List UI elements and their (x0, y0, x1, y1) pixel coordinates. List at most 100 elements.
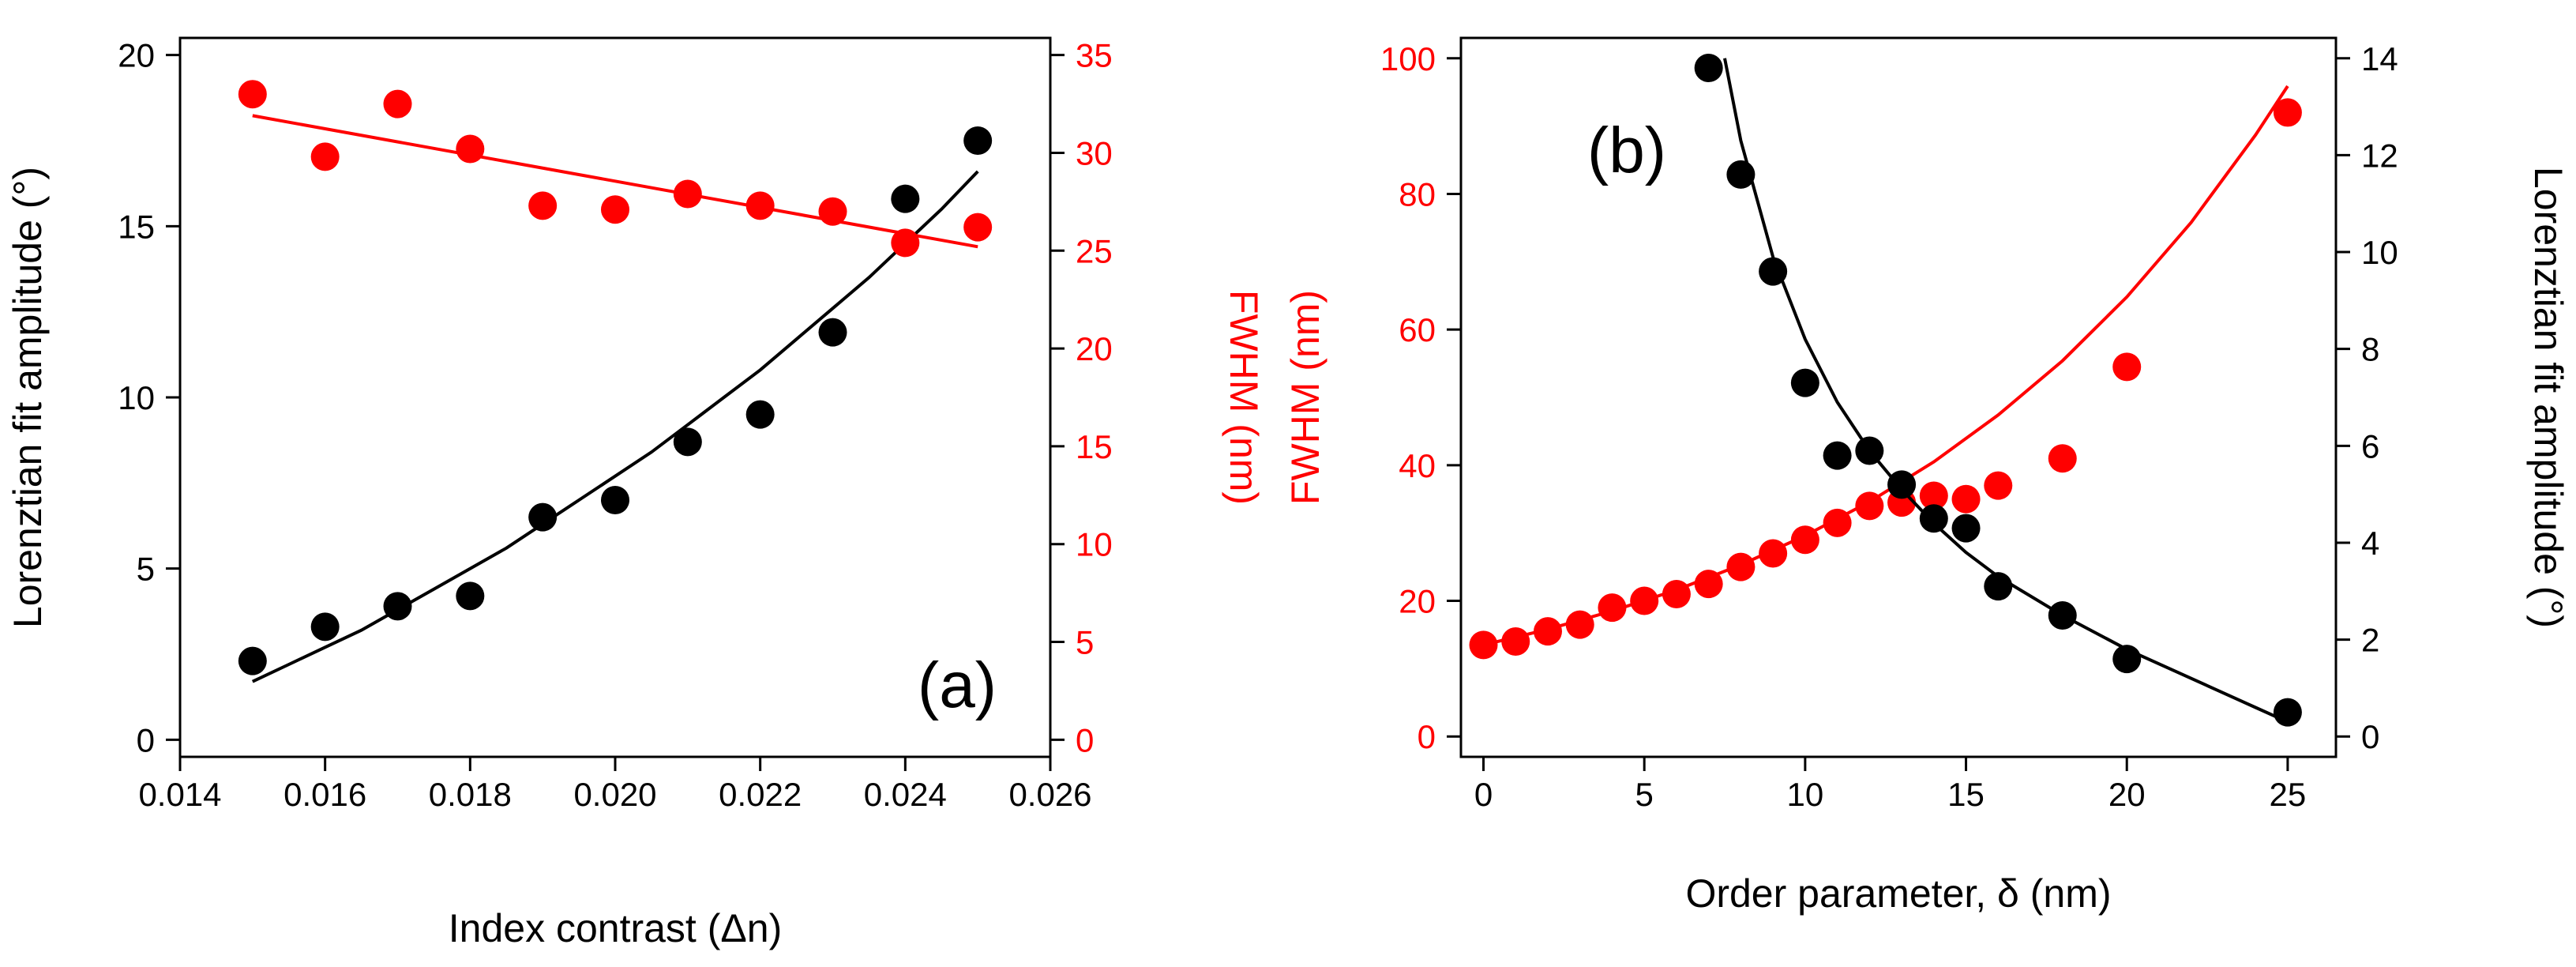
right-tick-label-b: 2 (2361, 622, 2379, 659)
data-point-fwhm-a (528, 191, 558, 220)
data-point-fwhm-b (1726, 552, 1756, 581)
data-point-fwhm-b (1630, 586, 1659, 615)
panel-label-a: (a) (918, 649, 997, 721)
x-tick-label-b: 10 (1787, 776, 1824, 813)
right-tick-label-b: 10 (2361, 234, 2398, 271)
x-tick-label-b: 15 (1947, 776, 1985, 813)
data-point-lorenztian-fit-amplitude-a (963, 126, 993, 155)
data-point-lorenztian-fit-amplitude-b (1984, 572, 2013, 601)
left-tick-label-b: 40 (1399, 447, 1436, 484)
data-point-fwhm-b (1823, 508, 1852, 537)
left-tick-label-a: 20 (118, 37, 155, 74)
left-tick-label-b: 0 (1418, 718, 1436, 755)
x-tick-label-b: 25 (2270, 776, 2307, 813)
data-point-fwhm-b (2273, 98, 2302, 127)
x-tick-label-a: 0.018 (429, 776, 512, 813)
data-point-fwhm-a (963, 213, 993, 242)
data-point-lorenztian-fit-amplitude-a (745, 400, 775, 429)
data-point-fwhm-b (1919, 481, 1948, 510)
x-axis-label-b: Order parameter, δ (nm) (1685, 871, 2111, 916)
data-point-lorenztian-fit-amplitude-b (1694, 54, 1723, 83)
data-point-fwhm-a (238, 80, 267, 109)
left-tick-label-b: 100 (1380, 40, 1436, 77)
left-tick-label-a: 0 (137, 721, 155, 758)
left-tick-label-b: 20 (1399, 583, 1436, 620)
data-point-fwhm-b (1565, 610, 1594, 639)
left-axis-label-b: FWHM (nm) (1283, 290, 1327, 505)
data-point-lorenztian-fit-amplitude-b (1759, 257, 1788, 286)
data-point-fwhm-b (1533, 617, 1562, 646)
x-tick-label-a: 0.022 (719, 776, 802, 813)
right-tick-label-a: 15 (1076, 428, 1113, 465)
right-axis-label-a: FWHM (nm) (1222, 290, 1266, 505)
panel-a: Lorenztian fit amplitude (°) FWHM (nm) I… (6, 36, 1266, 950)
fit-line-lorenztian-fit-amplitude-a (251, 170, 979, 683)
data-point-fwhm-a (383, 89, 412, 119)
data-point-lorenztian-fit-amplitude-a (891, 184, 920, 213)
data-point-fwhm-b (1662, 579, 1691, 608)
data-point-lorenztian-fit-amplitude-b (1726, 160, 1756, 189)
data-point-fwhm-b (1694, 570, 1723, 599)
right-tick-label-b: 4 (2361, 525, 2379, 562)
x-tick-label-a: 0.016 (284, 776, 366, 813)
x-tick-label-a: 0.020 (573, 776, 656, 813)
data-point-lorenztian-fit-amplitude-a (310, 612, 340, 642)
data-point-fwhm-b (1759, 539, 1788, 568)
data-point-fwhm-b (1951, 484, 1981, 514)
data-point-lorenztian-fit-amplitude-b (1919, 504, 1948, 533)
left-tick-label-a: 10 (118, 379, 155, 416)
data-point-fwhm-b (1984, 471, 2013, 500)
data-point-fwhm-b (1790, 525, 1819, 555)
right-tick-label-a: 35 (1076, 37, 1113, 74)
left-tick-label-a: 5 (137, 551, 155, 588)
x-tick-label-b: 0 (1474, 776, 1493, 813)
left-tick-label-a: 15 (118, 208, 155, 245)
data-point-fwhm-a (673, 179, 702, 209)
x-tick-label-a: 0.024 (864, 776, 947, 813)
right-tick-label-b: 14 (2361, 40, 2398, 77)
data-point-fwhm-a (818, 197, 847, 226)
fit-line-fwhm-a (252, 114, 978, 249)
x-axis-label-a: Index contrast (Δn) (449, 906, 782, 950)
data-point-lorenztian-fit-amplitude-b (2048, 600, 2077, 630)
right-tick-label-a: 10 (1076, 526, 1113, 563)
x-tick-label-b: 5 (1635, 776, 1654, 813)
right-tick-label-a: 20 (1076, 330, 1113, 367)
data-point-fwhm-a (310, 142, 340, 171)
data-point-fwhm-b (2112, 352, 2142, 382)
right-tick-label-b: 8 (2361, 331, 2379, 368)
x-tick-label-b: 20 (2108, 776, 2146, 813)
data-point-lorenztian-fit-amplitude-a (456, 581, 485, 611)
data-point-lorenztian-fit-amplitude-a (238, 646, 267, 675)
right-axis-label-b: Lorenztian fit amplitude (°) (2526, 167, 2570, 628)
data-point-lorenztian-fit-amplitude-a (673, 427, 702, 457)
data-point-fwhm-b (2048, 444, 2077, 473)
data-point-lorenztian-fit-amplitude-a (528, 502, 558, 532)
left-tick-label-b: 60 (1399, 311, 1436, 348)
plot-frame-b (1459, 36, 2338, 758)
data-point-fwhm-b (1469, 630, 1498, 660)
left-axis-label-a: Lorenztian fit amplitude (°) (6, 167, 50, 628)
data-point-fwhm-a (891, 228, 920, 258)
data-point-lorenztian-fit-amplitude-b (2112, 645, 2142, 674)
right-tick-label-a: 30 (1076, 134, 1113, 171)
data-point-lorenztian-fit-amplitude-b (1887, 470, 1917, 499)
data-point-lorenztian-fit-amplitude-b (1790, 368, 1819, 397)
data-point-lorenztian-fit-amplitude-a (818, 318, 847, 347)
data-point-fwhm-b (1598, 593, 1627, 623)
data-point-lorenztian-fit-amplitude-b (1951, 514, 1981, 543)
data-point-fwhm-b (1501, 627, 1530, 657)
right-tick-label-b: 0 (2361, 718, 2379, 755)
right-tick-label-a: 0 (1076, 721, 1094, 758)
right-tick-label-b: 6 (2361, 427, 2379, 465)
right-tick-label-a: 25 (1076, 232, 1113, 269)
data-point-fwhm-a (745, 191, 775, 220)
data-point-fwhm-a (601, 195, 629, 224)
x-tick-label-a: 0.014 (138, 776, 221, 813)
data-point-lorenztian-fit-amplitude-b (1855, 436, 1884, 465)
right-tick-label-a: 5 (1076, 624, 1094, 661)
data-point-fwhm-b (1855, 491, 1884, 521)
x-tick-label-a: 0.026 (1008, 776, 1091, 813)
panel-label-b: (b) (1587, 115, 1666, 186)
